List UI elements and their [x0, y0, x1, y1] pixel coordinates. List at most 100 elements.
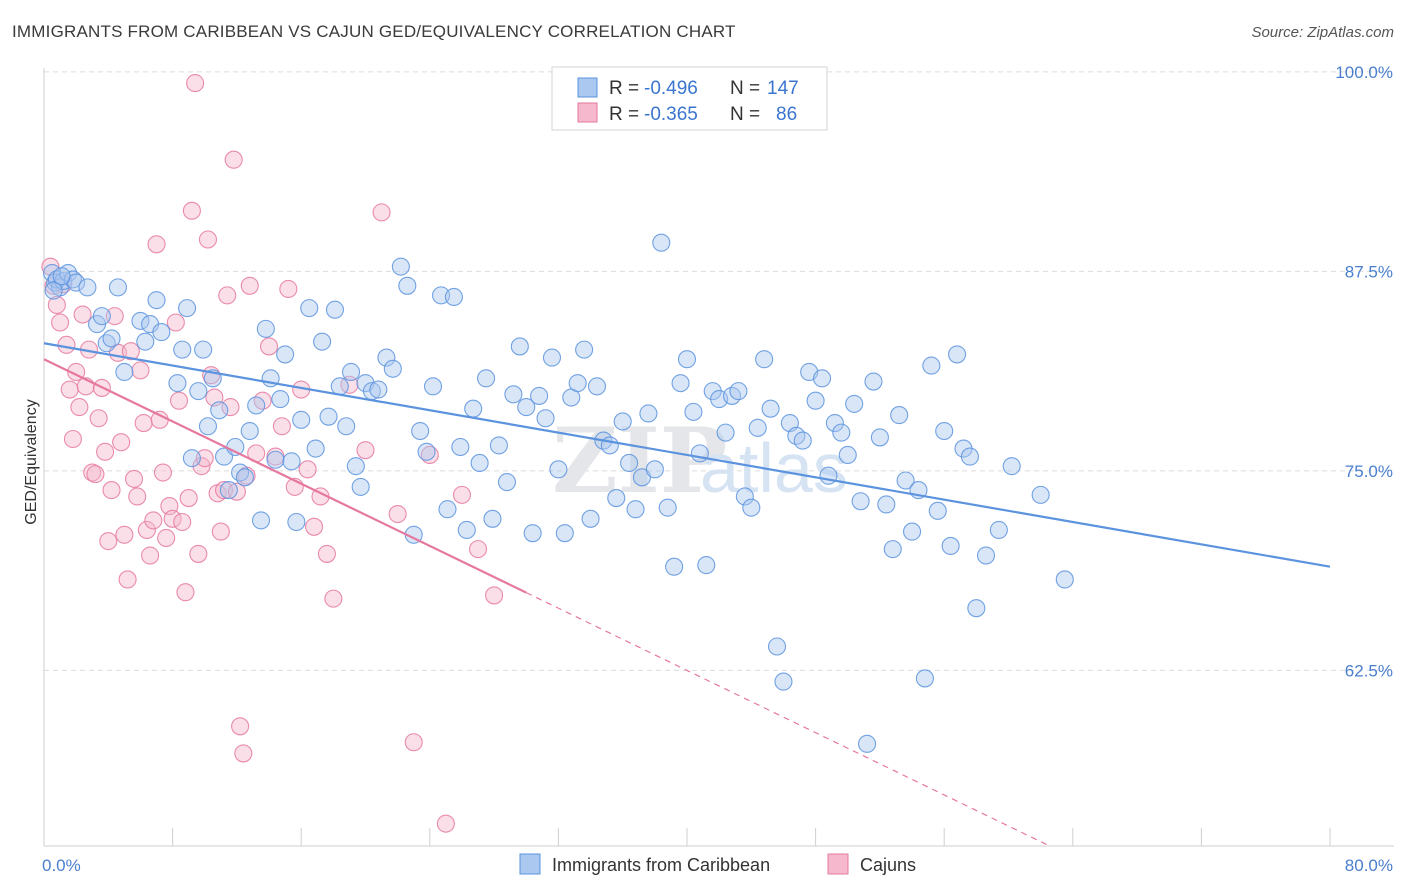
caribbean-point	[735, 487, 754, 506]
caribbean-point	[645, 460, 664, 479]
cajun-point	[189, 544, 208, 563]
caribbean-point	[941, 536, 960, 555]
caribbean-point	[44, 281, 63, 300]
cajun-point	[298, 460, 317, 479]
caribbean-point	[282, 452, 301, 471]
cajun-point	[176, 583, 195, 602]
caribbean-point	[235, 468, 254, 487]
caribbean-point	[256, 319, 275, 338]
cajun-point	[63, 429, 82, 449]
cajun-point	[51, 313, 70, 332]
caribbean-point	[451, 437, 470, 457]
cajun-point	[173, 512, 192, 532]
caribbean-points	[42, 233, 1074, 753]
caribbean-point	[639, 404, 658, 423]
watermark: ZIP atlas	[552, 408, 848, 514]
caribbean-point	[652, 233, 671, 252]
legend-r-value-1: -0.496	[644, 78, 698, 99]
source-credit: Source: ZipAtlas.com	[1251, 24, 1394, 41]
cajun-point	[485, 586, 504, 605]
cajun-trend-line	[43, 358, 527, 594]
caribbean-point	[864, 372, 883, 391]
caribbean-point	[489, 436, 508, 455]
caribbean-point	[417, 442, 436, 461]
caribbean-point	[890, 406, 909, 425]
cajun-point	[372, 203, 391, 222]
caribbean-point	[306, 439, 325, 458]
caribbean-point	[231, 463, 250, 482]
cajun-point	[60, 380, 79, 399]
y-tick-label: 100.0%	[1335, 63, 1393, 82]
caribbean-point	[838, 445, 857, 465]
caribbean-point	[341, 362, 361, 382]
caribbean-point	[330, 377, 349, 396]
caribbean-point	[767, 637, 787, 656]
caribbean-point	[806, 391, 825, 410]
caribbean-point	[793, 431, 812, 450]
caribbean-point	[276, 345, 295, 364]
cajun-point	[137, 520, 156, 540]
caribbean-point	[63, 270, 82, 289]
cajun-point	[186, 74, 205, 93]
cajun-point	[141, 546, 160, 565]
cajun-point	[118, 570, 137, 589]
caribbean-point	[626, 500, 645, 519]
caribbean-point	[152, 323, 171, 342]
caribbean-point	[671, 374, 690, 393]
caribbean-point	[832, 423, 851, 442]
cajun-point	[234, 744, 253, 763]
bottom-legend-swatch-cajun	[827, 853, 849, 875]
caribbean-point	[716, 423, 735, 442]
x-tick-label: 0.0%	[42, 856, 81, 875]
caribbean-point	[198, 417, 218, 436]
cajun-point	[305, 517, 324, 536]
caribbean-point	[346, 457, 365, 476]
cajun-point	[83, 463, 102, 482]
cajun-point	[452, 485, 472, 504]
bottom-legend-swatch-caribbean	[519, 853, 541, 875]
caribbean-point	[1002, 457, 1021, 476]
bottom-legend-label-caribbean: Immigrants from Caribbean	[552, 855, 770, 875]
cajun-point	[70, 398, 89, 417]
caribbean-point	[483, 509, 502, 528]
legend-r-label-1: R =	[609, 78, 639, 99]
caribbean-point	[902, 522, 922, 541]
cajun-point	[221, 398, 240, 417]
caribbean-point	[131, 311, 150, 330]
gridlines	[44, 71, 1394, 671]
caribbean-point	[470, 453, 489, 473]
y-tick-label: 62.5%	[1345, 661, 1393, 680]
caribbean-point	[108, 278, 127, 297]
y-axis-title: GED/Equivalency	[23, 399, 40, 524]
x-tick-label: 80.0%	[1345, 856, 1393, 875]
cajun-point	[102, 481, 121, 500]
caribbean-point	[665, 557, 684, 576]
caribbean-point	[697, 556, 716, 575]
caribbean-point	[960, 447, 979, 466]
caribbean-point	[530, 386, 549, 405]
caribbean-point	[967, 599, 986, 618]
y-tick-label: 75.0%	[1345, 462, 1393, 481]
caribbean-point	[383, 359, 402, 378]
cajun-point	[356, 441, 375, 460]
cajun-point	[169, 391, 189, 410]
caribbean-point	[761, 399, 780, 418]
watermark-zip: ZIP	[552, 408, 727, 514]
cajun-point	[195, 449, 214, 468]
caribbean-point	[292, 410, 311, 429]
caribbean-point	[78, 278, 97, 297]
cajun-point	[73, 305, 92, 324]
caribbean-point	[935, 421, 954, 441]
cajun-point	[436, 814, 455, 833]
legend-r-value-2: -0.365	[644, 104, 698, 125]
trend-lines	[43, 342, 1331, 847]
chart-title: IMMIGRANTS FROM CARIBBEAN VS CAJUN GED/E…	[12, 22, 736, 41]
caribbean-point	[825, 413, 844, 433]
caribbean-point	[247, 396, 266, 415]
caribbean-point	[755, 350, 774, 369]
caribbean-point	[549, 460, 568, 479]
cajun-point	[324, 589, 343, 608]
caribbean-point	[845, 394, 864, 413]
caribbean-point	[115, 362, 134, 382]
caribbean-point	[173, 340, 192, 359]
